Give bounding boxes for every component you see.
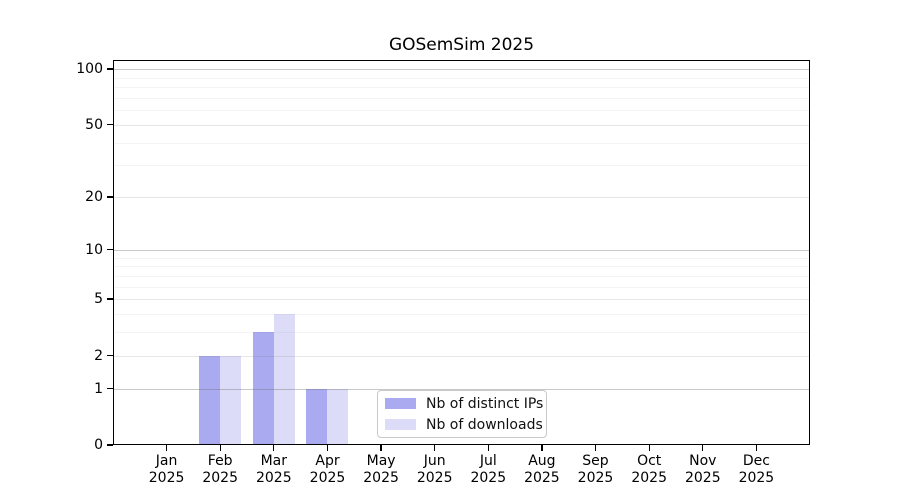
x-tick-year: 2025 bbox=[577, 469, 614, 486]
x-tick-month: Nov bbox=[689, 453, 717, 469]
x-tick-year: 2025 bbox=[148, 469, 185, 486]
y-axis-tick bbox=[107, 444, 113, 446]
x-tick-label: May 2025 bbox=[349, 453, 413, 486]
gridline-minor bbox=[114, 110, 809, 112]
y-axis-tick bbox=[107, 354, 113, 357]
y-axis-tick bbox=[107, 124, 113, 126]
x-tick-label: Jan 2025 bbox=[135, 453, 199, 486]
x-tick-label: Oct 2025 bbox=[617, 453, 681, 486]
x-tick-year: 2025 bbox=[416, 469, 453, 486]
bar-nb-of-distinct-ips-mar bbox=[252, 332, 274, 445]
x-axis-tick bbox=[219, 445, 221, 451]
x-axis-tick bbox=[755, 445, 758, 451]
x-tick-label: Nov 2025 bbox=[671, 453, 735, 486]
gridline-minor bbox=[114, 275, 809, 277]
x-tick-month: Aug bbox=[528, 453, 556, 469]
gridline bbox=[114, 69, 809, 71]
x-tick-month: Jul bbox=[479, 453, 497, 469]
gridline bbox=[114, 124, 809, 126]
y-axis-tick bbox=[107, 196, 113, 198]
y-axis-tick bbox=[107, 68, 113, 70]
legend-item-downloads: Nb of downloads bbox=[385, 416, 543, 433]
x-axis-tick bbox=[273, 445, 275, 451]
x-axis-tick bbox=[594, 445, 597, 451]
gridline-minor bbox=[114, 266, 809, 268]
x-tick-label: Jun 2025 bbox=[403, 453, 467, 486]
x-tick-year: 2025 bbox=[309, 469, 346, 486]
x-axis-tick bbox=[380, 445, 382, 451]
x-tick-month: Oct bbox=[637, 453, 662, 469]
x-tick-year: 2025 bbox=[363, 469, 399, 486]
y-tick-label: 0 bbox=[94, 437, 103, 453]
y-tick-label: 50 bbox=[85, 116, 103, 133]
x-tick-label: Apr 2025 bbox=[296, 453, 360, 486]
y-tick-label: 1 bbox=[94, 380, 103, 397]
x-tick-year: 2025 bbox=[524, 469, 560, 486]
gridline-minor bbox=[114, 142, 809, 144]
x-axis-tick bbox=[541, 445, 543, 451]
y-tick-label: 2 bbox=[94, 347, 103, 364]
x-tick-year: 2025 bbox=[255, 469, 292, 486]
y-axis-tick bbox=[107, 387, 113, 390]
legend-label-distinct-ips: Nb of distinct IPs bbox=[426, 395, 544, 412]
bar-nb-of-distinct-ips-feb bbox=[199, 355, 221, 445]
gridline-minor bbox=[114, 97, 809, 99]
gridline-minor bbox=[114, 87, 809, 89]
x-tick-year: 2025 bbox=[631, 469, 667, 486]
legend-item-distinct-ips: Nb of distinct IPs bbox=[385, 395, 543, 412]
legend-swatch-distinct-ips bbox=[385, 398, 416, 409]
gridline-minor bbox=[114, 165, 809, 167]
x-tick-month: Jan bbox=[155, 453, 178, 469]
y-tick-label: 100 bbox=[76, 61, 103, 78]
gridline bbox=[114, 299, 809, 301]
gridline bbox=[114, 388, 809, 390]
gridline bbox=[114, 249, 809, 251]
gridline-minor bbox=[114, 313, 809, 315]
x-tick-month: May bbox=[366, 453, 396, 469]
legend-swatch-downloads bbox=[385, 419, 416, 430]
x-tick-month: Sep bbox=[582, 453, 609, 469]
x-tick-label: Dec 2025 bbox=[724, 453, 788, 486]
x-axis-tick bbox=[487, 445, 489, 451]
x-tick-year: 2025 bbox=[470, 469, 507, 486]
x-tick-label: Sep 2025 bbox=[564, 453, 628, 486]
x-tick-month: Dec bbox=[742, 453, 770, 469]
x-tick-year: 2025 bbox=[684, 469, 721, 486]
bar-nb-of-distinct-ips-apr bbox=[306, 388, 328, 445]
x-tick-month: Apr bbox=[315, 453, 340, 469]
chart-title: GOSemSim 2025 bbox=[388, 35, 535, 55]
x-axis-tick bbox=[165, 445, 168, 451]
gridline bbox=[114, 355, 809, 357]
legend: Nb of distinct IPs Nb of downloads bbox=[377, 390, 547, 438]
gridline bbox=[114, 197, 809, 199]
bar-nb-of-downloads-mar bbox=[273, 313, 295, 445]
x-axis-tick bbox=[702, 445, 704, 451]
bar-nb-of-downloads-apr bbox=[327, 388, 349, 445]
x-tick-month: Mar bbox=[260, 453, 287, 469]
y-axis-tick bbox=[107, 249, 113, 251]
gridline-minor bbox=[114, 332, 809, 334]
x-tick-year: 2025 bbox=[738, 469, 775, 486]
x-tick-year: 2025 bbox=[202, 469, 238, 486]
gridline-minor bbox=[114, 286, 809, 288]
gridline-minor bbox=[114, 77, 809, 79]
bar-nb-of-downloads-feb bbox=[220, 355, 242, 445]
x-axis-tick bbox=[434, 445, 436, 451]
x-axis-tick bbox=[326, 445, 329, 451]
y-tick-label: 5 bbox=[94, 291, 103, 308]
x-tick-label: Feb 2025 bbox=[188, 453, 252, 486]
x-tick-month: Jun bbox=[423, 453, 446, 469]
legend-label-downloads: Nb of downloads bbox=[426, 416, 543, 433]
x-tick-label: Aug 2025 bbox=[510, 453, 574, 486]
y-tick-label: 20 bbox=[85, 189, 103, 206]
gridline-minor bbox=[114, 257, 809, 259]
x-tick-month: Feb bbox=[207, 453, 233, 469]
x-tick-label: Mar 2025 bbox=[242, 453, 306, 486]
y-axis-tick bbox=[107, 298, 113, 300]
y-tick-label: 10 bbox=[85, 241, 103, 258]
x-axis-tick bbox=[648, 445, 650, 451]
x-tick-label: Jul 2025 bbox=[456, 453, 520, 486]
